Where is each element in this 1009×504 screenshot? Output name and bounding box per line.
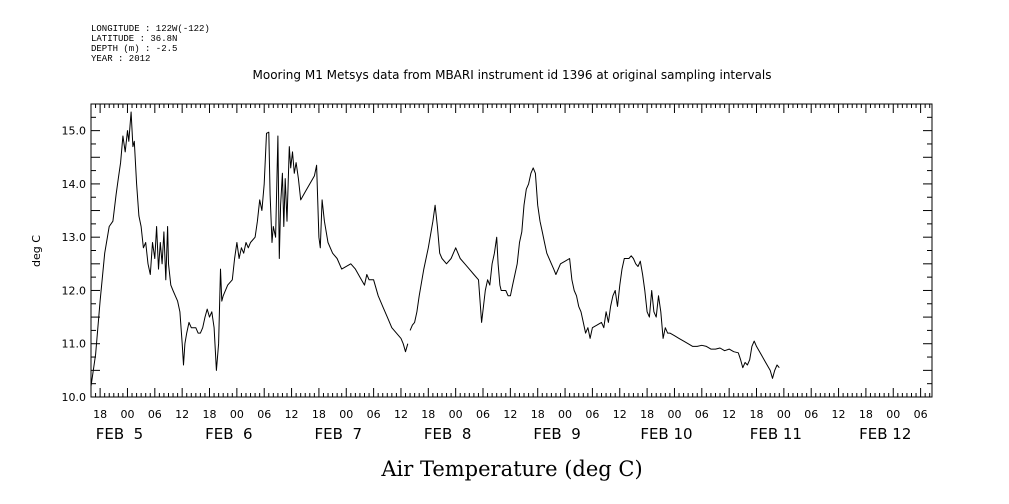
x-hour-label: 18 — [93, 408, 107, 421]
x-hour-label: 00 — [339, 408, 353, 421]
longitude-label: LONGITUDE : 122W(-122) — [91, 24, 210, 34]
x-hour-label: 06 — [476, 408, 490, 421]
x-day-label: FEB 9 — [533, 425, 580, 443]
year-label: YEAR : 2012 — [91, 54, 150, 64]
x-hour-label: 06 — [804, 408, 818, 421]
x-hour-label: 00 — [558, 408, 572, 421]
y-tick-label: 15.0 — [62, 125, 87, 138]
x-hour-label: 18 — [859, 408, 873, 421]
x-day-label: FEB 7 — [315, 425, 362, 443]
y-tick-label: 11.0 — [62, 338, 87, 351]
plot-frame — [90, 103, 933, 398]
x-hour-label: 12 — [832, 408, 846, 421]
y-axis-label: deg C — [30, 235, 43, 267]
x-hour-label: 18 — [312, 408, 326, 421]
x-hour-label: 12 — [175, 408, 189, 421]
x-hour-label: 12 — [285, 408, 299, 421]
latitude-label: LATITUDE : 36.8N — [91, 34, 177, 44]
x-hour-label: 18 — [750, 408, 764, 421]
series-line-1 — [90, 111, 409, 387]
x-hour-label: 06 — [148, 408, 162, 421]
x-hour-label: 00 — [120, 408, 134, 421]
y-tick-label: 13.0 — [62, 231, 87, 244]
x-axis-label: Air Temperature (deg C) — [380, 457, 642, 481]
x-hour-label: 12 — [613, 408, 627, 421]
x-hour-label: 18 — [531, 408, 545, 421]
x-hour-label: 00 — [230, 408, 244, 421]
depth-label: DEPTH (m) : -2.5 — [91, 44, 177, 54]
x-axis: 18 00 06 12 18 00 06 12 18 00 06 12 18 00 06 12 18 00 06 12… — [90, 104, 931, 443]
x-day-label: FEB 5 — [96, 425, 143, 443]
y-axis: 10.0 11.0 12.0 13.0 14.0 15.0 — [62, 103, 932, 404]
x-hour-label: 12 — [394, 408, 408, 421]
x-day-label: FEB 8 — [424, 425, 471, 443]
x-hour-label: 18 — [203, 408, 217, 421]
x-day-label: FEB 6 — [205, 425, 252, 443]
x-hour-label: 18 — [640, 408, 654, 421]
x-hour-label: 00 — [449, 408, 463, 421]
x-day-label: FEB 11 — [750, 425, 802, 443]
x-hour-label: 12 — [503, 408, 517, 421]
x-hour-label: 00 — [667, 408, 681, 421]
x-day-label: FEB 10 — [640, 425, 692, 443]
x-hour-label: 00 — [777, 408, 791, 421]
y-tick-label: 12.0 — [62, 284, 87, 297]
x-hour-label: 06 — [367, 408, 381, 421]
x-hour-label: 00 — [886, 408, 900, 421]
y-tick-label: 14.0 — [62, 178, 87, 191]
x-day-label: FEB 12 — [859, 425, 911, 443]
x-hour-label: 06 — [914, 408, 928, 421]
x-hour-label: 06 — [695, 408, 709, 421]
y-tick-label: 10.0 — [62, 391, 87, 404]
x-hour-label: 18 — [421, 408, 435, 421]
x-hour-label: 06 — [257, 408, 271, 421]
x-hour-label: 06 — [585, 408, 599, 421]
series-line-2 — [409, 167, 780, 379]
chart-title: Mooring M1 Metsys data from MBARI instru… — [253, 68, 772, 82]
x-hour-label: 12 — [722, 408, 736, 421]
data-lines — [90, 111, 780, 387]
